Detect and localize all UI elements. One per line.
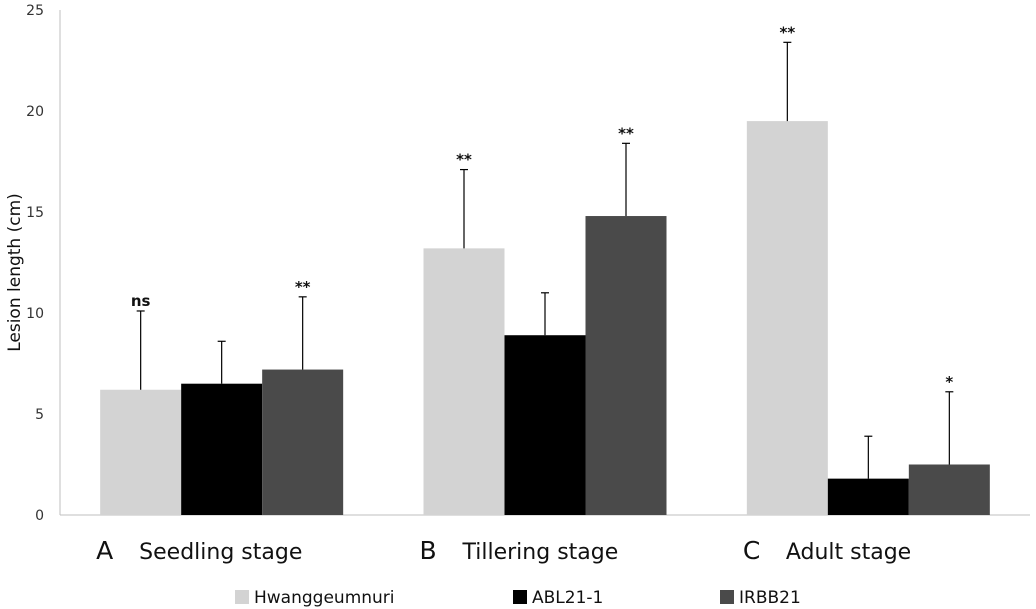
bar-hwanggeumnuri-2: [423, 248, 505, 516]
legend-swatch: [720, 590, 734, 604]
bar-abl21-1-2: [504, 335, 586, 515]
y-tick-label: 0: [35, 508, 44, 524]
category-letter: C: [743, 536, 760, 565]
bars: [100, 41, 990, 516]
bar-hwanggeumnuri-1: [100, 389, 182, 515]
category-letter: A: [96, 536, 113, 565]
y-axis-label: Lesion length (cm): [5, 193, 25, 352]
legend-swatch: [513, 590, 527, 604]
category-name: Adult stage: [786, 540, 911, 565]
labels: 0 5 10 15 20 25 Lesion length (cm) A Seedling st…: [5, 3, 953, 565]
legend-label: IRBB21: [739, 588, 801, 608]
bar-irbb21-1: [262, 369, 344, 515]
y-tick-label: 5: [35, 407, 44, 423]
category-letter: B: [420, 536, 437, 565]
legend-label: ABL21-1: [532, 588, 603, 608]
legend: Hwanggeumnuri ABL21-1 IRBB21: [235, 588, 801, 608]
significance-label: **: [779, 23, 795, 41]
y-tick-label: 25: [26, 3, 44, 19]
y-tick-label: 20: [26, 104, 44, 120]
bar-abl21-1-1: [181, 383, 263, 515]
y-tick-label: 10: [26, 306, 44, 322]
significance-label: **: [295, 278, 311, 296]
bar-hwanggeumnuri-3: [746, 121, 828, 515]
significance-label: ns: [131, 292, 151, 310]
significance-label: *: [945, 373, 953, 391]
bar-irbb21-3: [908, 464, 990, 515]
significance-label: **: [456, 151, 472, 169]
bar-abl21-1-3: [827, 478, 909, 515]
significance-label: **: [618, 124, 634, 142]
bar-irbb21-2: [585, 216, 667, 516]
category-name: Seedling stage: [139, 540, 302, 565]
legend-swatch: [235, 590, 249, 604]
category-name: Tillering stage: [462, 540, 619, 565]
y-tick-label: 15: [26, 205, 44, 221]
legend-label: Hwanggeumnuri: [254, 588, 395, 608]
